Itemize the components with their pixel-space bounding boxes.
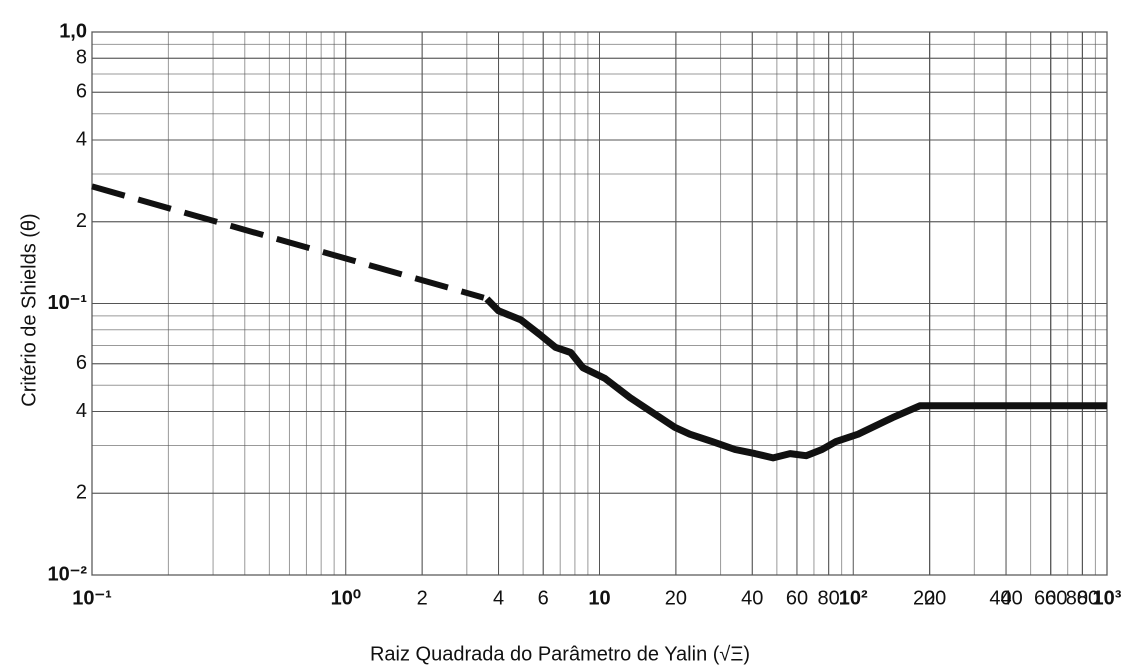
x-tick-label: 2	[417, 587, 428, 609]
y-tick-label: 6	[76, 352, 87, 374]
x-tick-label: 6	[1045, 587, 1056, 609]
x-tick-label: 10⁻¹	[72, 587, 112, 609]
y-tick-label: 1,0	[59, 20, 87, 42]
x-tick-label: 10	[588, 587, 610, 609]
y-axis-label: Critério de Shields (θ)	[18, 213, 40, 406]
x-axis-label: Raiz Quadrada do Parâmetro de Yalin (√Ξ)	[370, 643, 750, 665]
x-tick-label: 600	[1034, 587, 1067, 609]
data-line	[91, 183, 485, 301]
x-tick-label: 20	[665, 587, 687, 609]
x-tick-label: 10²	[839, 587, 868, 609]
x-tick-label: 10³	[1093, 587, 1122, 609]
x-tick-label: 40	[741, 587, 763, 609]
x-tick-label: 200	[913, 587, 946, 609]
y-tick-label: 10⁻¹	[48, 292, 88, 314]
x-tick-label: 4	[1000, 587, 1011, 609]
x-tick-label: 80	[818, 587, 840, 609]
y-tick-label: 2	[76, 210, 87, 232]
x-tick-label: 60	[786, 587, 808, 609]
y-tick-label: 10⁻²	[48, 563, 88, 585]
x-tick-label: 800	[1066, 587, 1099, 609]
x-tick-label: 2	[924, 587, 935, 609]
x-tick-label: 10⁰	[331, 587, 361, 609]
y-tick-label: 2	[76, 482, 87, 504]
x-tick-label: 400	[989, 587, 1022, 609]
x-tick-label: 8	[1077, 587, 1088, 609]
y-tick-label: 4	[76, 128, 87, 150]
y-tick-label: 4	[76, 400, 87, 422]
data-line	[484, 296, 1107, 462]
x-tick-label: 6	[538, 587, 549, 609]
y-tick-label: 8	[76, 47, 87, 69]
y-tick-label: 6	[76, 81, 87, 103]
x-tick-label: 4	[493, 587, 504, 609]
